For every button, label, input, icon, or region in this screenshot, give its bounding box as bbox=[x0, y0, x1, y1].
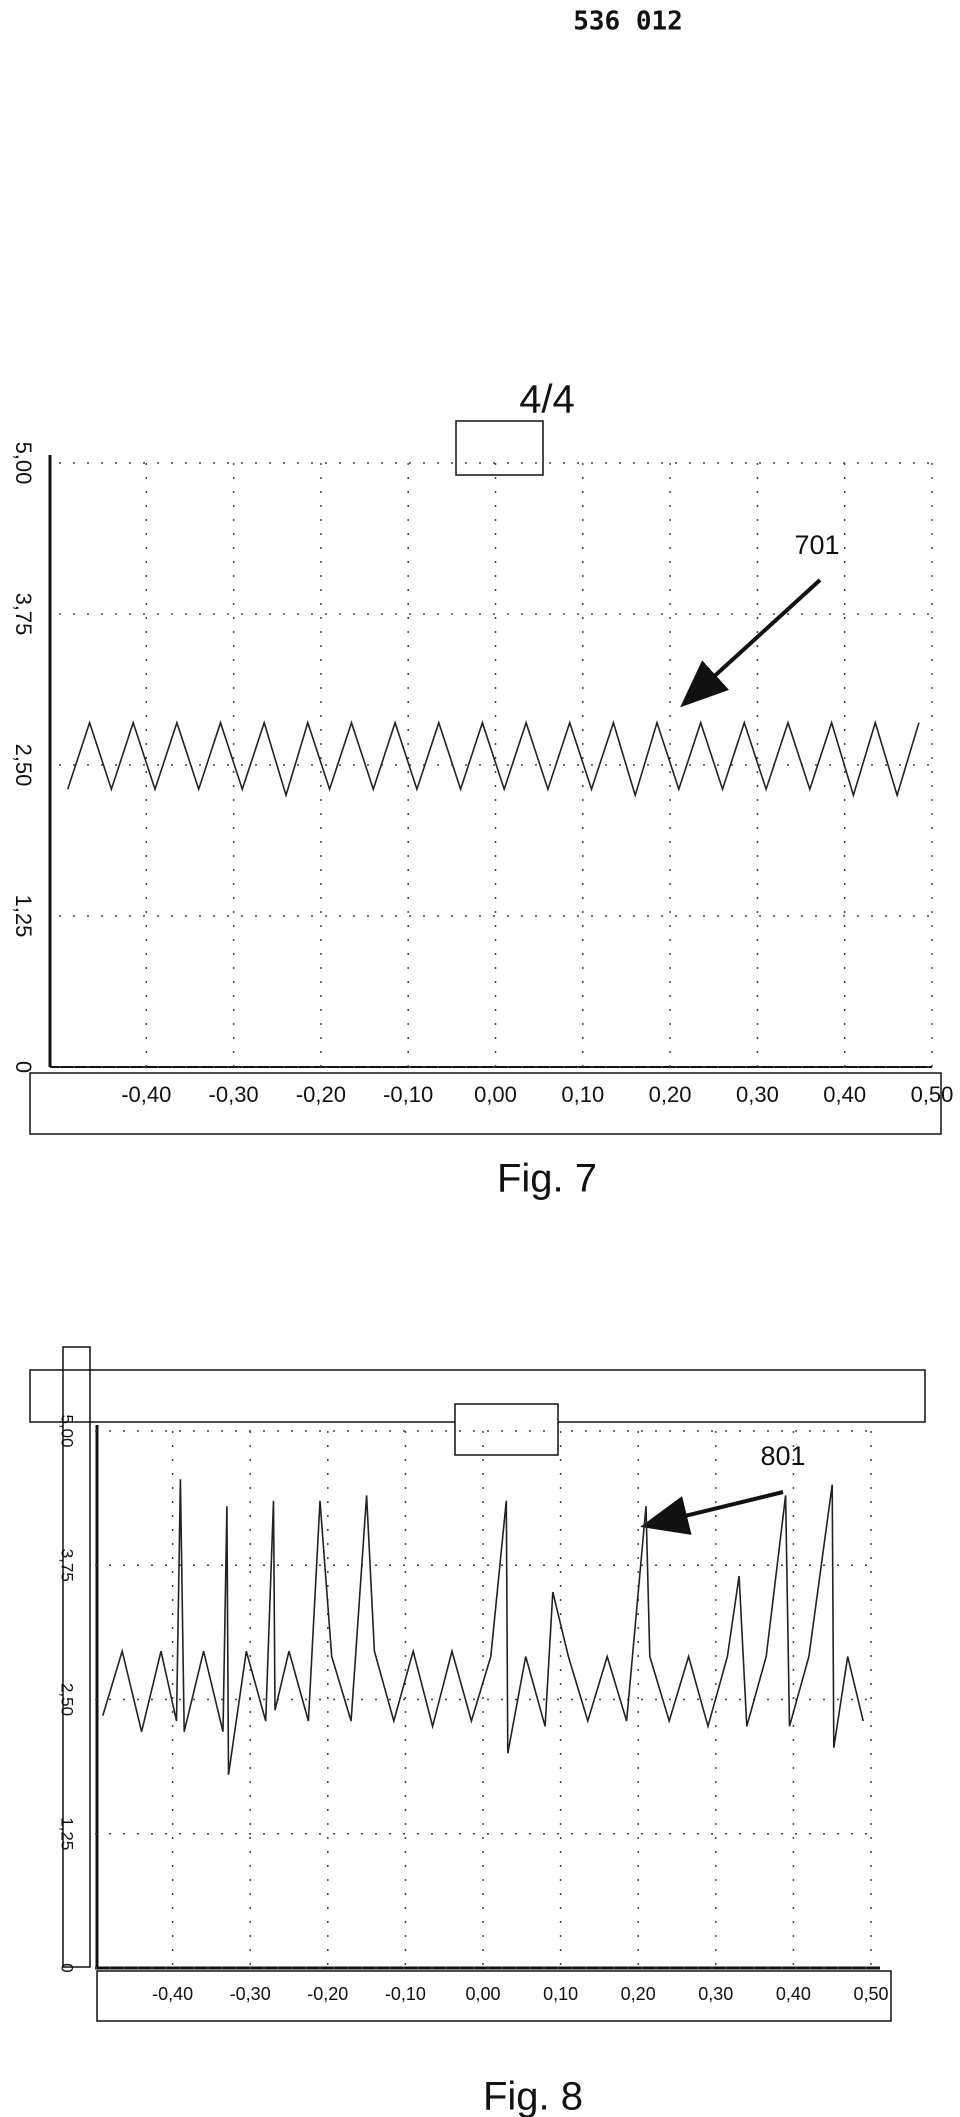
frame-box bbox=[454, 1403, 559, 1456]
page-number: 536 012 bbox=[573, 7, 683, 37]
y-tick-label: 1,25 bbox=[58, 1817, 77, 1850]
x-tick-label: 0,00 bbox=[474, 1082, 517, 1107]
y-tick-label: 0 bbox=[58, 1963, 77, 1972]
x-tick-label: -0,10 bbox=[383, 1082, 433, 1107]
caption: Fig. 7 bbox=[497, 1157, 597, 1201]
x-tick-label: 0,10 bbox=[543, 1984, 578, 2004]
caption: Fig. 8 bbox=[483, 2075, 583, 2117]
sheet-number: 4/4 bbox=[519, 378, 575, 422]
x-tick-label: 0,30 bbox=[698, 1984, 733, 2004]
x-tick-label: 0,50 bbox=[853, 1984, 888, 2004]
x-tick-label: -0,40 bbox=[152, 1984, 193, 2004]
x-tick-label: 0,20 bbox=[621, 1984, 656, 2004]
label-box bbox=[96, 1970, 892, 2022]
x-tick-label: 0,40 bbox=[776, 1984, 811, 2004]
y-tick-label: 0 bbox=[11, 1061, 36, 1073]
x-tick-label: 0,00 bbox=[465, 1984, 500, 2004]
line-series bbox=[66, 719, 920, 798]
x-tick-label: -0,40 bbox=[121, 1082, 171, 1107]
x-tick-label: 0,30 bbox=[736, 1082, 779, 1107]
x-tick-label: -0,20 bbox=[307, 1984, 348, 2004]
label-box bbox=[29, 1072, 942, 1135]
x-tick-label: 0,10 bbox=[561, 1082, 604, 1107]
x-tick-label: -0,10 bbox=[385, 1984, 426, 2004]
x-tick-label: 0,40 bbox=[823, 1082, 866, 1107]
arrow bbox=[640, 1490, 784, 1535]
y-tick-label: 1,25 bbox=[11, 895, 36, 938]
frame-bar bbox=[62, 1346, 91, 1968]
y-tick-label: 2,50 bbox=[11, 744, 36, 787]
line-series bbox=[102, 1479, 864, 1775]
x-tick-label: -0,30 bbox=[230, 1984, 271, 2004]
annotation: 801 bbox=[760, 1441, 805, 1471]
x-tick-label: -0,20 bbox=[296, 1082, 346, 1107]
y-tick-label: 3,75 bbox=[58, 1549, 77, 1582]
y-tick-label: 5,00 bbox=[11, 442, 36, 485]
arrow bbox=[680, 578, 822, 708]
y-tick-label: 2,50 bbox=[58, 1683, 77, 1716]
frame-box bbox=[455, 420, 544, 476]
x-tick-label: 0,50 bbox=[911, 1082, 954, 1107]
y-tick-label: 5,00 bbox=[58, 1414, 77, 1447]
annotation: 701 bbox=[794, 530, 839, 560]
y-tick-label: 3,75 bbox=[11, 593, 36, 636]
x-tick-label: -0,30 bbox=[209, 1082, 259, 1107]
x-tick-label: 0,20 bbox=[649, 1082, 692, 1107]
